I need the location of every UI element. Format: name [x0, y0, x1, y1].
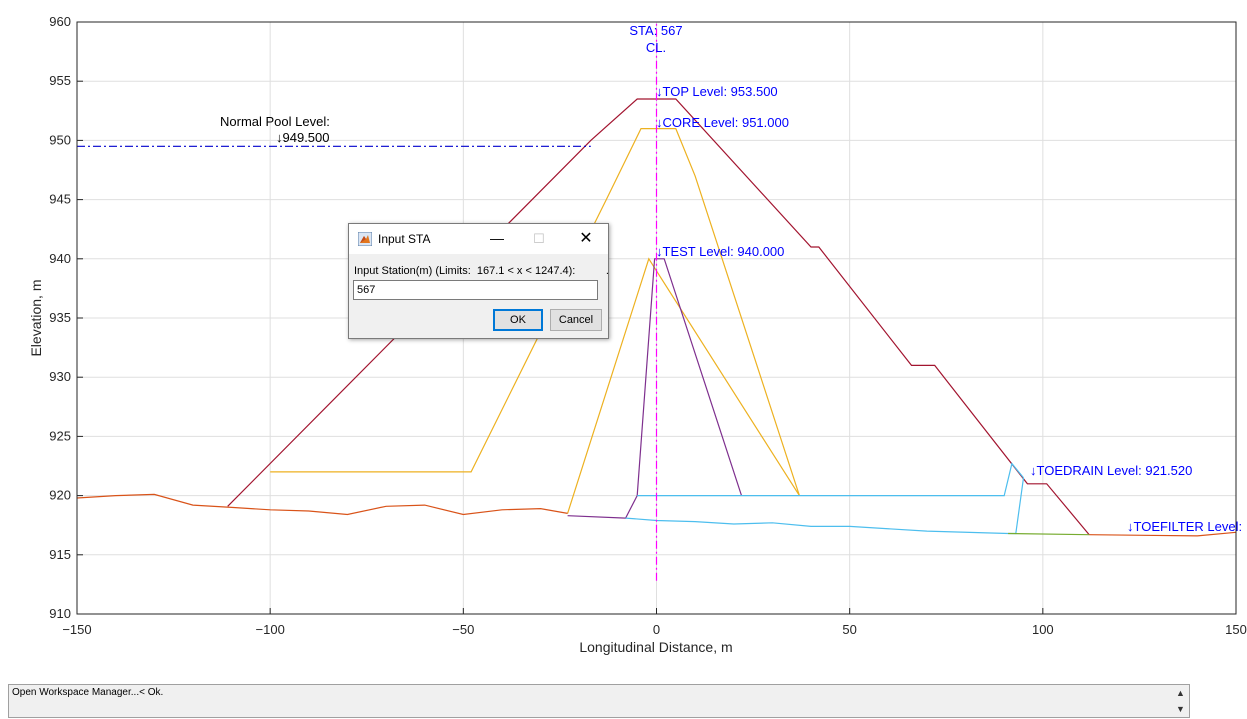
y-tick-label: 955	[49, 73, 71, 88]
cl-annotation: CL.	[646, 40, 666, 55]
status-scrollbar[interactable]: ▲ ▼	[1172, 685, 1189, 717]
minimize-button[interactable]: —	[490, 230, 504, 246]
y-tick-label: 920	[49, 488, 71, 503]
x-tick-label: 150	[1225, 622, 1247, 637]
y-tick-label: 915	[49, 547, 71, 562]
normal-pool-label: Normal Pool Level:	[220, 114, 330, 129]
test-level-annotation: ↓TEST Level: 940.000	[656, 244, 784, 259]
normal-pool-value: ↓949.500	[276, 130, 330, 145]
x-tick-label: −150	[62, 622, 91, 637]
series-line-3	[567, 257, 800, 514]
x-tick-label: 50	[842, 622, 856, 637]
y-tick-label: 950	[49, 132, 71, 147]
series-line-4	[567, 258, 743, 519]
station-prompt: Input Station(m) (Limits: 167.1 < x < 12…	[354, 265, 609, 277]
dialog-title: Input STA	[378, 232, 431, 246]
y-tick-label: 945	[49, 192, 71, 207]
dialog-title-bar[interactable]: Input STA — ☐ ✕	[349, 224, 608, 254]
x-tick-label: 100	[1032, 622, 1054, 637]
series-group	[76, 22, 1237, 581]
series-line-5	[637, 462, 1024, 497]
elevation-chart: −150 −100 −50 0 50 100 150 910 915 920 925 930 935 94…	[28, 14, 1247, 655]
series-line-7	[1008, 532, 1090, 536]
series-line-8	[76, 493, 568, 516]
station-input[interactable]	[353, 280, 598, 300]
tick-labels: −150 −100 −50 0 50 100 150 910 915 920 925 930 935 94…	[49, 14, 1247, 637]
cancel-button[interactable]: Cancel	[550, 309, 602, 331]
y-tick-label: 935	[49, 310, 71, 325]
core-level-annotation: ↓CORE Level: 951.000	[656, 115, 789, 130]
input-sta-dialog[interactable]: Input STA — ☐ ✕ Input Station(m) (Limits…	[348, 223, 609, 339]
maximize-button[interactable]: ☐	[533, 231, 545, 246]
x-tick-label: 0	[653, 622, 660, 637]
ok-button[interactable]: OK	[493, 309, 543, 331]
x-axis-label: Longitudinal Distance, m	[579, 639, 732, 655]
y-tick-label: 930	[49, 369, 71, 384]
y-tick-label: 940	[49, 251, 71, 266]
status-panel: Open Workspace Manager...< Ok. ▲ ▼	[8, 684, 1190, 718]
x-tick-label: −50	[452, 622, 474, 637]
status-text: Open Workspace Manager...< Ok.	[12, 687, 164, 698]
y-tick-label: 910	[49, 606, 71, 621]
series-line-1	[270, 128, 800, 496]
x-tick-label: −100	[256, 622, 285, 637]
top-level-annotation: ↓TOP Level: 953.500	[656, 84, 778, 99]
close-button[interactable]: ✕	[579, 230, 593, 247]
y-axis-label: Elevation, m	[28, 279, 44, 356]
toedrain-level-annotation: ↓TOEDRAIN Level: 921.520	[1030, 463, 1192, 478]
toefilter-level-annotation: ↓TOEFILTER Level:	[1127, 519, 1242, 534]
scroll-down-icon[interactable]: ▼	[1176, 704, 1185, 714]
y-tick-label: 925	[49, 428, 71, 443]
series-line-0	[227, 98, 1090, 536]
scroll-up-icon[interactable]: ▲	[1176, 688, 1185, 698]
y-tick-label: 960	[49, 14, 71, 29]
sta-annotation: STA: 567	[629, 23, 682, 38]
series-line-9	[1089, 531, 1237, 537]
matlab-icon	[358, 232, 372, 246]
